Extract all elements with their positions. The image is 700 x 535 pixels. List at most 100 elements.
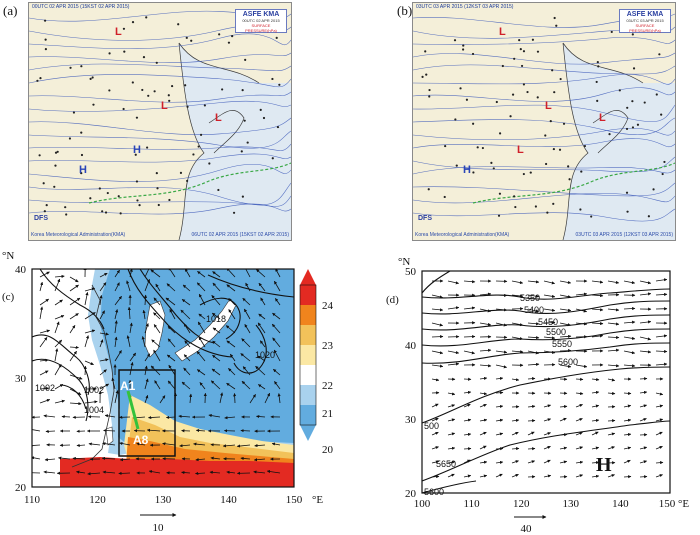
panel_a-station-marker <box>89 197 91 199</box>
panel_a-station-marker <box>81 154 83 156</box>
colorbar-bin-20-21 <box>300 385 316 405</box>
panel-d-contour-5600-bottom: 5600 <box>424 487 444 497</box>
panel_b-station-marker <box>652 188 654 190</box>
panel_b-station-marker <box>456 164 458 166</box>
panel_a-station-marker <box>123 51 125 53</box>
panel_b-station-marker <box>520 48 522 50</box>
panel_b-station-marker <box>472 53 474 55</box>
panel-b-isobar-map: LLLLHL <box>413 3 675 240</box>
panel_a-station-marker <box>154 90 156 92</box>
panel_b-station-marker <box>579 208 581 210</box>
panel-c-y-unit: °N <box>2 250 14 262</box>
panel-d-y-tick-40: 40 <box>405 340 417 352</box>
panel_b-station-marker <box>428 89 430 91</box>
panel_b-station-marker <box>553 91 555 93</box>
panel_b-station-marker <box>421 76 423 78</box>
panel_a-station-marker <box>218 33 220 35</box>
colorbar-bin-21-22 <box>300 345 316 365</box>
panel_a-station-marker <box>186 37 188 39</box>
panel_b-station-marker <box>425 74 427 76</box>
panel_a-station-marker <box>247 141 249 143</box>
panel_b-station-marker <box>626 107 628 109</box>
panel_b-station-marker <box>648 215 650 217</box>
panel-d-x-tick-150: 150 <box>659 498 676 510</box>
panel-a-legend-box: ASFE KMA 00UTC 02 APR 2015 SURFACE PRESS… <box>235 9 287 33</box>
panel-c-x-tick-140: 140 <box>220 494 237 506</box>
wind-vector <box>640 477 647 478</box>
panel_a-station-marker <box>158 204 160 206</box>
panel-b-legend-agency: ASFE KMA <box>620 11 670 18</box>
panel_b-station-marker <box>660 114 662 116</box>
panel_a-station-marker <box>177 23 179 25</box>
panel_a-pressure-center-high: H <box>79 164 87 176</box>
panel_a-isobar <box>29 34 291 49</box>
wind-vector <box>496 393 503 394</box>
panel_b-station-marker <box>523 173 525 175</box>
panel_a-station-marker <box>132 81 134 83</box>
panel_b-station-marker <box>584 145 586 147</box>
panel_b-station-marker <box>424 50 426 52</box>
panel_b-station-marker <box>658 53 660 55</box>
panel_a-station-marker <box>80 65 82 67</box>
panel-d-high-pressure-symbol: H <box>596 454 612 476</box>
panel-d-contour-5450: 5450 <box>538 317 558 327</box>
panel_b-station-marker <box>428 95 430 97</box>
panel_a-station-marker <box>217 189 219 191</box>
panel_a-station-marker <box>136 117 138 119</box>
panel_a-station-marker <box>277 126 279 128</box>
panel_a-station-marker <box>108 89 110 91</box>
panel-c-y-axis: 20 30 40 <box>15 264 27 494</box>
panel_b-station-marker <box>597 61 599 63</box>
wind-vector <box>464 337 475 338</box>
panel_b-isobar <box>413 53 675 64</box>
panel_b-station-marker <box>482 147 484 149</box>
panel_b-station-marker <box>499 193 501 195</box>
panel-b-footer-right: 03UTC 03 APR 2015 (12KST 03 APR 2015) <box>576 232 673 238</box>
panel_a-station-marker <box>186 180 188 182</box>
panel_a-station-marker <box>73 111 75 113</box>
panel_b-station-marker <box>535 205 537 207</box>
panel_b-station-marker <box>496 101 498 103</box>
panel_a-station-marker <box>233 212 235 214</box>
panel_b-station-marker <box>466 99 468 101</box>
panel-d-map-area <box>422 271 670 493</box>
panel_a-pressure-center-low: L <box>215 112 222 124</box>
panel_b-pressure-center-low: L <box>545 100 552 112</box>
panel_a-station-marker <box>278 84 280 86</box>
panel_a-station-marker <box>242 195 244 197</box>
panel_a-station-marker <box>90 78 92 80</box>
panel_a-station-marker <box>107 192 109 194</box>
panel_b-station-marker <box>590 215 592 217</box>
colorbar-bottom-triangle <box>300 425 316 441</box>
panel-c-point-a8: A8 <box>133 433 149 447</box>
panel-d-x-tick-110: 110 <box>464 498 481 510</box>
wind-vector <box>640 379 647 380</box>
panel-a-legend-agency: ASFE KMA <box>236 11 286 18</box>
panel_a-station-marker <box>231 35 233 37</box>
panel_b-pressure-center-low: L <box>517 144 524 156</box>
panel_a-station-marker <box>263 117 265 119</box>
panel_b-station-marker <box>444 196 446 198</box>
panel_b-station-marker <box>454 118 456 120</box>
wind-vector <box>528 421 535 422</box>
panel_b-station-marker <box>555 25 557 27</box>
panel_b-station-marker <box>546 212 548 214</box>
panel-d-x-tick-100: 100 <box>414 498 431 510</box>
panel-c-x-tick-110: 110 <box>24 494 41 506</box>
colorbar-bin-21 <box>300 365 316 385</box>
panel_b-station-marker <box>597 65 599 67</box>
wind-vector <box>560 435 567 436</box>
panel-c-colorbar: 24 23 22 21 20 <box>300 269 334 456</box>
panel_a-station-marker <box>120 212 122 214</box>
panel_a-station-marker <box>208 162 210 164</box>
colorbar-tick-22: 22 <box>322 380 333 392</box>
panel-c-map-area <box>27 266 294 487</box>
panel_b-station-marker <box>472 123 474 125</box>
panel-c-label: (c) <box>2 291 15 303</box>
panel_a-station-marker <box>168 199 170 201</box>
panel_a-station-marker <box>198 145 200 147</box>
panel-b-legend-box: ASFE KMA 03UTC 03 APR 2015 SURFACE PRESS… <box>619 9 671 33</box>
panel_b-station-marker <box>499 132 501 134</box>
panel_a-station-marker <box>92 104 94 106</box>
panel_a-isobar <box>29 53 291 63</box>
